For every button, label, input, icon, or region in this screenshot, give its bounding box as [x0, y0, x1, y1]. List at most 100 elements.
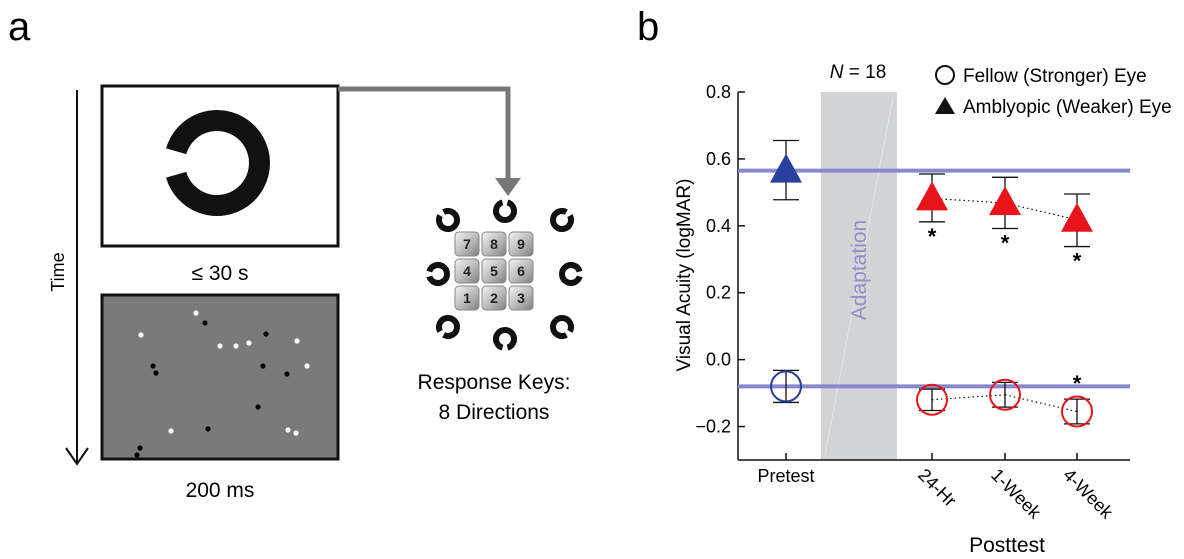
panel-a-label: a: [8, 5, 31, 49]
key-label-4: 4: [463, 263, 471, 279]
noise-dot-white: [138, 332, 144, 338]
direction-c-icons: [426, 199, 583, 351]
key-6: [508, 258, 534, 284]
x-tick-label: Pretest: [757, 466, 814, 486]
adaptation-label: Adaptation: [848, 220, 871, 320]
n-label-rest: = 18: [843, 62, 886, 83]
key-4: [454, 258, 480, 284]
noise-dot-white: [193, 310, 199, 316]
fellow-eye-point: [770, 370, 802, 403]
stimulus-box: [100, 84, 340, 248]
key-label-5: 5: [490, 263, 498, 279]
key-label-8: 8: [490, 236, 498, 252]
key-7: [454, 231, 480, 257]
significance-star: *: [1073, 371, 1082, 396]
significance-star: *: [1073, 249, 1082, 274]
amblyopic-eye-point: [1061, 202, 1093, 232]
significance-star: *: [928, 224, 937, 249]
noise-dots: [134, 310, 310, 458]
direction-c-icon: [493, 327, 517, 351]
amblyopic-eye-point: [770, 153, 802, 183]
response-title-line1: Response Keys:: [418, 371, 571, 394]
x-tick-label: 4-Week: [1059, 465, 1117, 523]
legend-amblyopic-marker: [935, 97, 955, 114]
time-axis-label: Time: [48, 252, 68, 291]
legend: Fellow (Stronger) Eye Amblyopic (Weaker)…: [935, 65, 1172, 118]
response-keypad: 7 8 9 4 5 6 1 2 3: [454, 231, 534, 311]
adaptation-band-diagonal: [824, 96, 894, 456]
y-tick-label: 0.4: [706, 216, 731, 236]
noise-dot-black: [255, 404, 261, 410]
noise-dot-black: [134, 452, 140, 458]
noise-dot-white: [233, 343, 239, 349]
noise-dot-white: [217, 343, 223, 349]
fellow-eye-point: [989, 378, 1021, 411]
fellow-eye-point: [916, 383, 948, 416]
key-label-3: 3: [517, 290, 525, 306]
y-tick-label: 0.0: [706, 350, 731, 370]
noise-dot-black: [263, 331, 269, 337]
key-label-2: 2: [490, 290, 498, 306]
noise-dot-black: [150, 363, 156, 369]
key-9: [508, 231, 534, 257]
x-axis-title: Posttest: [969, 534, 1045, 557]
noise-duration-label: 200 ms: [186, 479, 255, 502]
y-tick-label: −0.2: [695, 417, 731, 437]
direction-c-icon: [426, 262, 450, 286]
legend-fellow-label: Fellow (Stronger) Eye: [963, 66, 1147, 87]
connector-arrow: [338, 86, 521, 196]
noise-dot-white: [293, 430, 299, 436]
acuity-chart: Adaptation 0.8 0.6 0.4 0.2 0.0 −0.2 Pretest 24-H…: [695, 82, 1130, 523]
noise-dot-black: [260, 363, 266, 369]
key-8: [481, 231, 507, 257]
stimulus-duration-label: ≤ 30 s: [191, 262, 248, 285]
series-connector: [1004, 202, 1078, 221]
noise-dot-white: [246, 340, 252, 346]
y-tick-label: 0.6: [706, 149, 731, 169]
noise-box: [100, 293, 340, 461]
panel-b-label: b: [637, 5, 659, 49]
y-axis-title: Visual Acuity (logMAR): [674, 179, 695, 372]
direction-c-icon: [550, 315, 574, 339]
y-tick-label: 0.8: [706, 82, 731, 102]
legend-fellow-marker: [935, 65, 955, 85]
significance-star: *: [1001, 230, 1010, 255]
legend-amblyopic-label: Amblyopic (Weaker) Eye: [963, 97, 1172, 118]
amblyopic-eye-point: [989, 186, 1021, 216]
landolt-c-stimulus-icon: [166, 110, 270, 216]
key-label-6: 6: [517, 263, 525, 279]
noise-dot-black: [202, 320, 208, 326]
key-label-9: 9: [517, 236, 525, 252]
n-label-italic: N: [830, 62, 844, 83]
key-1: [454, 285, 480, 311]
key-label-7: 7: [463, 236, 471, 252]
direction-c-icon: [559, 262, 583, 286]
time-arrow: [65, 90, 89, 466]
direction-c-icon: [436, 315, 460, 339]
noise-dot-black: [205, 426, 211, 432]
noise-dot-white: [304, 363, 310, 369]
direction-c-icon: [493, 199, 517, 223]
series-connector: [931, 197, 1006, 204]
noise-dot-black: [284, 371, 290, 377]
noise-dot-black: [153, 370, 159, 376]
noise-dot-white: [285, 427, 291, 433]
n-label: N = 18: [830, 62, 887, 83]
noise-dot-black: [137, 445, 143, 451]
x-tick-label: 24-Hr: [914, 465, 960, 511]
amblyopic-eye-point: [916, 181, 948, 211]
x-tick-label: 1-Week: [987, 465, 1045, 523]
landolt-c-ring: [166, 110, 270, 216]
response-title-line2: 8 Directions: [439, 401, 550, 424]
direction-c-icon: [436, 208, 460, 232]
key-3: [508, 285, 534, 311]
y-tick-label: 0.2: [706, 283, 731, 303]
direction-c-icon: [550, 208, 574, 232]
series-connector: [931, 394, 1006, 401]
key-label-1: 1: [463, 290, 471, 306]
noise-dot-white: [294, 338, 300, 344]
noise-dot-white: [168, 428, 174, 434]
fellow-eye-point: [1061, 395, 1093, 428]
series-connector: [1004, 394, 1078, 413]
